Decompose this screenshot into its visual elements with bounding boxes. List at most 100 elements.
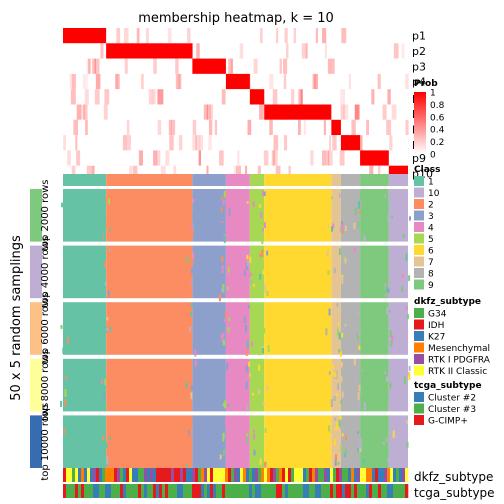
membership-cell	[259, 28, 263, 44]
heatmap-cell	[223, 379, 226, 385]
heatmap-cell	[392, 430, 395, 438]
heatmap-cell	[263, 258, 266, 262]
dkfz-cell	[291, 468, 295, 482]
membership-row-label: p4	[412, 76, 426, 89]
membership-cell	[393, 43, 399, 59]
legend-swatch	[414, 245, 424, 255]
legend-swatch	[414, 342, 424, 353]
heatmap-cell	[62, 347, 65, 354]
heatmap-cell	[333, 267, 336, 274]
membership-cell	[247, 73, 251, 90]
heatmap-cell	[357, 346, 359, 353]
heatmap-cell	[222, 332, 225, 339]
heatmap-cell	[358, 345, 361, 350]
tcga-cell	[381, 484, 385, 498]
membership-cell	[206, 165, 209, 181]
heatmap-cell	[63, 189, 107, 242]
tcga-cell	[393, 484, 397, 498]
heatmap-cell	[387, 292, 390, 297]
tcga-cell	[396, 484, 400, 498]
dkfz-cell	[108, 468, 112, 482]
tcga-cell	[330, 484, 334, 498]
heatmap-cell	[334, 417, 337, 421]
tcga-cell	[87, 484, 91, 498]
membership-cell	[272, 89, 278, 105]
membership-cell	[286, 43, 289, 59]
tcga-cell	[126, 484, 130, 498]
heatmap-cell	[249, 302, 265, 355]
membership-cell	[95, 73, 101, 90]
heatmap-cell	[330, 399, 333, 407]
dkfz-cell	[189, 468, 193, 482]
dkfz-cell	[90, 468, 94, 482]
dkfz-cell	[87, 468, 91, 482]
dkfz-cell	[402, 468, 406, 482]
membership-cell	[236, 165, 242, 181]
heatmap-cell	[192, 302, 226, 355]
tcga-cell	[216, 484, 220, 498]
heatmap-cell	[337, 462, 340, 465]
heatmap-cell	[259, 253, 262, 258]
heatmap-cell	[384, 294, 387, 297]
heatmap-cell	[327, 225, 330, 228]
membership-cell	[145, 28, 149, 44]
dkfz-cell	[204, 468, 208, 482]
heatmap-cell	[187, 429, 190, 436]
heatmap-cell	[361, 390, 364, 395]
legend-label: RTK I PDGFRA	[428, 356, 491, 366]
membership-cell	[94, 58, 100, 74]
membership-cell	[69, 73, 74, 90]
membership-cell	[92, 28, 95, 44]
sampling-group-bar	[30, 415, 42, 468]
sampling-group-bar	[30, 245, 42, 299]
heatmap-cell	[60, 325, 63, 329]
heatmap-cell	[222, 432, 225, 440]
tcga-cell	[237, 484, 241, 498]
tcga-cell	[81, 484, 85, 498]
heatmap-cell	[244, 270, 246, 277]
membership-cell	[273, 135, 279, 151]
membership-cell	[132, 165, 138, 181]
membership-cell	[201, 58, 205, 74]
tcga-cell	[375, 484, 379, 498]
dkfz-cell	[249, 468, 253, 482]
dkfz-cell	[156, 468, 160, 482]
heatmap-cell	[220, 196, 223, 200]
heatmap-cell	[100, 392, 103, 395]
dkfz-cell	[207, 468, 211, 482]
membership-cell	[67, 150, 71, 166]
heatmap-cell	[336, 422, 339, 430]
dkfz-cell	[66, 468, 70, 482]
dkfz-cell	[342, 468, 346, 482]
legend-label: 6	[428, 247, 434, 257]
tcga-cell	[189, 484, 193, 498]
tcga-cell	[255, 484, 259, 498]
dkfz-cell	[366, 468, 370, 482]
heatmap-cell	[246, 260, 249, 267]
heatmap-cell	[251, 341, 254, 347]
membership-cell	[263, 104, 266, 120]
heatmap-cell	[105, 463, 108, 467]
heatmap-cell	[331, 189, 341, 242]
legend-label: 5	[428, 235, 434, 245]
membership-cell	[195, 135, 201, 151]
class-cell	[249, 174, 265, 186]
dkfz-cell	[351, 468, 355, 482]
heatmap-cell	[340, 189, 361, 242]
dkfz-cell	[141, 468, 145, 482]
membership-cell	[75, 135, 78, 151]
membership-cell	[168, 119, 172, 136]
heatmap-cell	[405, 272, 408, 278]
membership-cell	[323, 119, 326, 136]
heatmap-cell	[343, 255, 346, 259]
sampling-group-label: top 10000 rows	[40, 403, 51, 481]
membership-cell	[271, 150, 276, 166]
tcga-cell	[144, 484, 148, 498]
heatmap-cell	[264, 302, 332, 355]
heatmap-cell	[340, 358, 361, 412]
heatmap-cell	[340, 400, 343, 404]
tcga-cell	[108, 484, 112, 498]
heatmap-cell	[344, 324, 347, 327]
membership-cell	[153, 150, 158, 166]
heatmap-cell	[388, 338, 391, 346]
